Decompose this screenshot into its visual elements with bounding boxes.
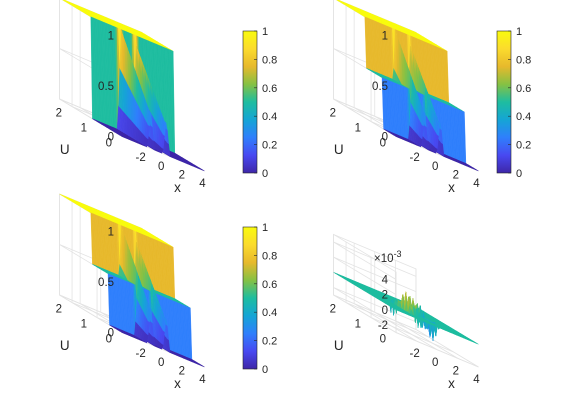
x-tick-label: 0 (432, 161, 438, 173)
colorbar-tick-label: 0.8 (262, 250, 277, 262)
x-tick-label: 0 (432, 357, 438, 369)
colorbar-tick-label: 0.6 (262, 279, 277, 291)
z-tick-label: 1 (382, 31, 388, 43)
x-axis-label: x (174, 376, 181, 391)
x-tick-label: 2 (179, 169, 185, 181)
z-tick-label: 1 (108, 227, 114, 239)
u-tick-label: 2 (56, 108, 62, 120)
u-tick-label: 0 (380, 138, 386, 150)
x-axis-label: x (448, 376, 455, 391)
z-tick-label: 1 (108, 31, 114, 43)
colorbar-tick-label: 0.4 (516, 111, 531, 123)
x-tick-label: 2 (453, 365, 459, 377)
z-tick-label: 0 (382, 132, 388, 144)
u-tick-label: 2 (330, 304, 336, 316)
z-tick-label: 0 (108, 328, 114, 340)
z-tick-label: 0 (108, 132, 114, 144)
x-tick-label: 4 (473, 178, 480, 190)
colorbar-tick-label: 0.2 (516, 140, 531, 152)
colorbar: 0 0.2 0.4 0.6 0.8 1 (242, 222, 277, 376)
x-tick-label: -2 (410, 152, 420, 164)
colorbar-tick-label: 0 (516, 168, 522, 180)
u-tick-label: 2 (330, 108, 336, 120)
z-tick-label: 0 (382, 305, 388, 317)
colorbar: 0 0.2 0.4 0.6 0.8 1 (242, 26, 277, 180)
u-axis-label: U (334, 142, 344, 157)
u-tick-label: 0 (106, 138, 112, 150)
u-tick-label: 1 (355, 319, 361, 331)
u-tick-label: 0 (380, 334, 386, 346)
x-axis-label: x (448, 180, 455, 195)
u-axis-label: U (60, 142, 70, 157)
x-tick-label: 4 (199, 178, 206, 190)
x-tick-label: -2 (410, 348, 420, 360)
colorbar-tick-label: 0.6 (262, 83, 277, 95)
surface (333, 272, 479, 345)
colorbar: 0 0.2 0.4 0.6 0.8 1 (496, 26, 531, 180)
z-exponent-label: ×10-3 (374, 249, 402, 265)
z-tick-label: 2 (382, 290, 388, 302)
colorbar-gradient (496, 30, 512, 174)
colorbar-tick-label: 0.4 (262, 111, 277, 123)
colorbar-tick-label: 1 (516, 26, 522, 38)
x-tick-label: 4 (199, 374, 206, 386)
x-tick-label: -2 (136, 152, 146, 164)
u-axis-label: U (334, 338, 344, 353)
z-tick-label: 0.5 (98, 81, 114, 93)
x-tick-label: 2 (453, 169, 459, 181)
u-tick-label: 0 (106, 334, 112, 346)
colorbar-tick-label: 0.4 (262, 307, 277, 319)
x-tick-label: 0 (158, 161, 164, 173)
x-tick-label: 0 (158, 357, 164, 369)
colorbar-tick-label: 0.2 (262, 140, 277, 152)
u-axis-label: U (60, 338, 70, 353)
surface (336, 0, 479, 172)
x-tick-label: -2 (136, 348, 146, 360)
z-tick-label: 0.5 (372, 81, 388, 93)
u-tick-label: 1 (81, 319, 87, 331)
colorbar-gradient (242, 226, 258, 370)
colorbar-tick-label: 1 (262, 26, 268, 38)
tick-labels: -2 0 2 4 -2 0 2 4 0 1 2 (330, 275, 481, 386)
colorbar-gradient (242, 30, 258, 174)
surface (62, 0, 205, 172)
colorbar-tick-label: 0.8 (516, 54, 531, 66)
u-tick-label: 1 (355, 123, 361, 135)
z-tick-label: -2 (378, 320, 388, 332)
tick-labels: 0 0.5 1 -2 0 2 4 0 1 2 (56, 227, 207, 386)
colorbar-tick-label: 0.2 (262, 336, 277, 348)
tick-labels: 0 0.5 1 -2 0 2 4 0 1 2 (330, 31, 481, 190)
x-axis-label: x (174, 180, 181, 195)
z-tick-label: 0.5 (98, 277, 114, 289)
colorbar-tick-label: 0.6 (516, 83, 531, 95)
tick-labels: 0 0.5 1 -2 0 2 4 0 1 2 (56, 31, 207, 190)
x-tick-label: 2 (179, 365, 185, 377)
z-tick-label: 4 (382, 275, 389, 287)
colorbar-tick-label: 0.8 (262, 54, 277, 66)
colorbar-tick-label: 0 (262, 364, 268, 376)
x-tick-label: 4 (473, 374, 480, 386)
colorbar-tick-label: 0 (262, 168, 268, 180)
u-tick-label: 2 (56, 304, 62, 316)
colorbar-tick-label: 1 (262, 222, 268, 234)
surface (59, 193, 205, 368)
u-tick-label: 1 (81, 123, 87, 135)
